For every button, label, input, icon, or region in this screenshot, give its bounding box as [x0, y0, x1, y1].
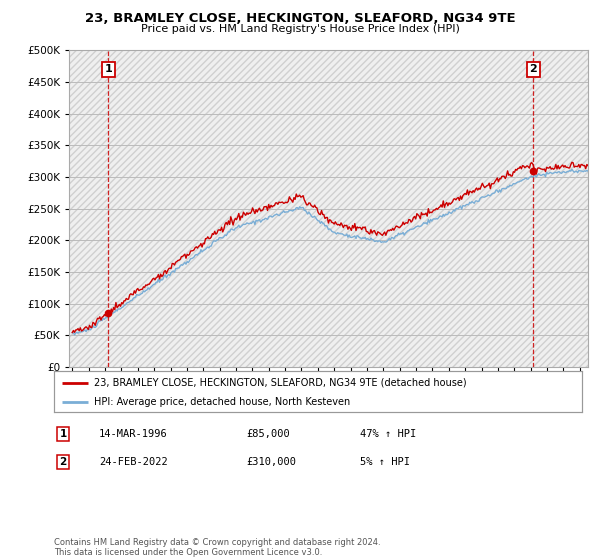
- Text: £310,000: £310,000: [246, 457, 296, 467]
- Text: 23, BRAMLEY CLOSE, HECKINGTON, SLEAFORD, NG34 9TE (detached house): 23, BRAMLEY CLOSE, HECKINGTON, SLEAFORD,…: [94, 377, 466, 388]
- Text: 2: 2: [59, 457, 67, 467]
- Text: HPI: Average price, detached house, North Kesteven: HPI: Average price, detached house, Nort…: [94, 396, 350, 407]
- Text: 2: 2: [529, 64, 537, 74]
- Text: Contains HM Land Registry data © Crown copyright and database right 2024.
This d: Contains HM Land Registry data © Crown c…: [54, 538, 380, 557]
- Text: 5% ↑ HPI: 5% ↑ HPI: [360, 457, 410, 467]
- Text: 23, BRAMLEY CLOSE, HECKINGTON, SLEAFORD, NG34 9TE: 23, BRAMLEY CLOSE, HECKINGTON, SLEAFORD,…: [85, 12, 515, 25]
- Text: 1: 1: [59, 429, 67, 439]
- Text: 47% ↑ HPI: 47% ↑ HPI: [360, 429, 416, 439]
- Text: 1: 1: [104, 64, 112, 74]
- Text: £85,000: £85,000: [246, 429, 290, 439]
- Text: 24-FEB-2022: 24-FEB-2022: [99, 457, 168, 467]
- Text: Price paid vs. HM Land Registry's House Price Index (HPI): Price paid vs. HM Land Registry's House …: [140, 24, 460, 34]
- Text: 14-MAR-1996: 14-MAR-1996: [99, 429, 168, 439]
